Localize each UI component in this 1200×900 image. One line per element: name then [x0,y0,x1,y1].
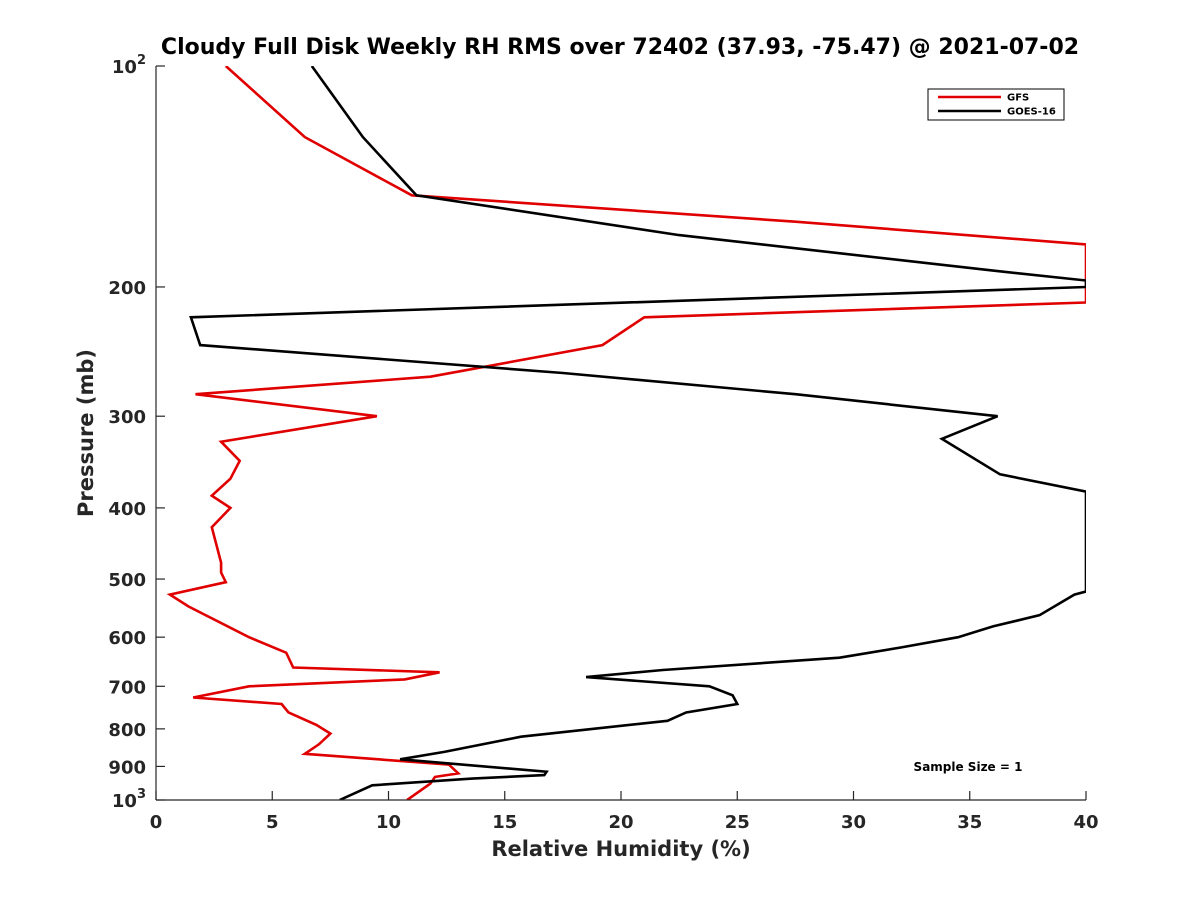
x-tick-label: 25 [725,812,750,833]
y-tick-label: 400 [108,499,146,520]
x-tick-label: 30 [841,812,866,833]
legend-label: GOES-16 [1007,107,1056,118]
x-axis-label: Relative Humidity (%) [491,837,750,861]
y-tick-label: 500 [108,570,146,591]
series-line-gfs [166,66,1086,800]
y-tick-label: 200 [108,278,146,299]
x-tick-label: 10 [376,812,401,833]
x-tick-label: 15 [492,812,517,833]
legend-box [927,88,1065,121]
y-axis-label: Pressure (mb) [74,349,98,517]
x-tick-label: 35 [957,812,982,833]
x-tick-label: 20 [608,812,633,833]
legend-label: GFS [1007,93,1029,104]
y-tick-label: 800 [108,720,146,741]
y-tick-label: 102 [112,53,146,78]
sample-size-annotation: Sample Size = 1 [914,760,1023,774]
plot-area: 0 5 10 15 20 25 30 35 40 102 200 300 400 500 600 700 800… [108,53,1098,833]
y-tick-label: 103 [112,787,146,812]
x-tick-label: 5 [266,812,279,833]
y-tick-label: 900 [108,757,146,778]
x-tick-label: 40 [1073,812,1098,833]
y-tick-label: 600 [108,628,146,649]
series-line-goes-16 [189,66,1086,800]
x-tick-label: 0 [150,812,163,833]
y-tick-label: 300 [108,407,146,428]
legend: GFS GOES-16 [927,88,1065,121]
y-tick-label: 700 [108,677,146,698]
chart-title: Cloudy Full Disk Weekly RH RMS over 7240… [161,35,1079,60]
series-group [166,66,1086,800]
